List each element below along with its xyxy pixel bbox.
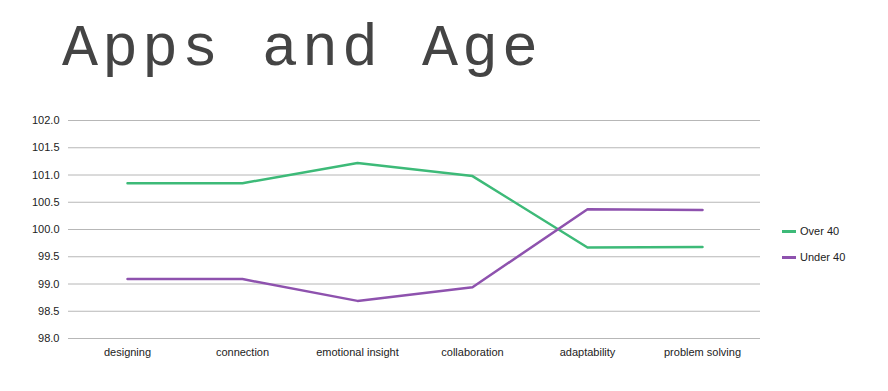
svg-text:99.0: 99.0 — [38, 278, 59, 290]
html-text:Under 40: Under 40 — [800, 251, 846, 263]
svg-text:102.0: 102.0 — [32, 114, 60, 126]
svg-text:99.5: 99.5 — [38, 250, 59, 262]
svg-text:connection: connection — [216, 346, 269, 358]
svg-text:98.0: 98.0 — [38, 332, 59, 344]
svg-text:101.0: 101.0 — [32, 169, 60, 181]
svg-text:100.5: 100.5 — [32, 196, 60, 208]
svg-text:100.0: 100.0 — [32, 223, 60, 235]
svg-text:adaptability: adaptability — [560, 346, 616, 358]
svg-text:designing: designing — [104, 346, 151, 358]
svg-text:collaboration: collaboration — [441, 346, 503, 358]
html-text:Apps and Age: Apps and Age — [62, 15, 543, 83]
svg-text:98.5: 98.5 — [38, 305, 59, 317]
svg-text:problem solving: problem solving — [664, 346, 741, 358]
svg-text:emotional insight: emotional insight — [316, 346, 399, 358]
svg-text:101.5: 101.5 — [32, 141, 60, 153]
html-text:Over 40: Over 40 — [800, 225, 840, 237]
